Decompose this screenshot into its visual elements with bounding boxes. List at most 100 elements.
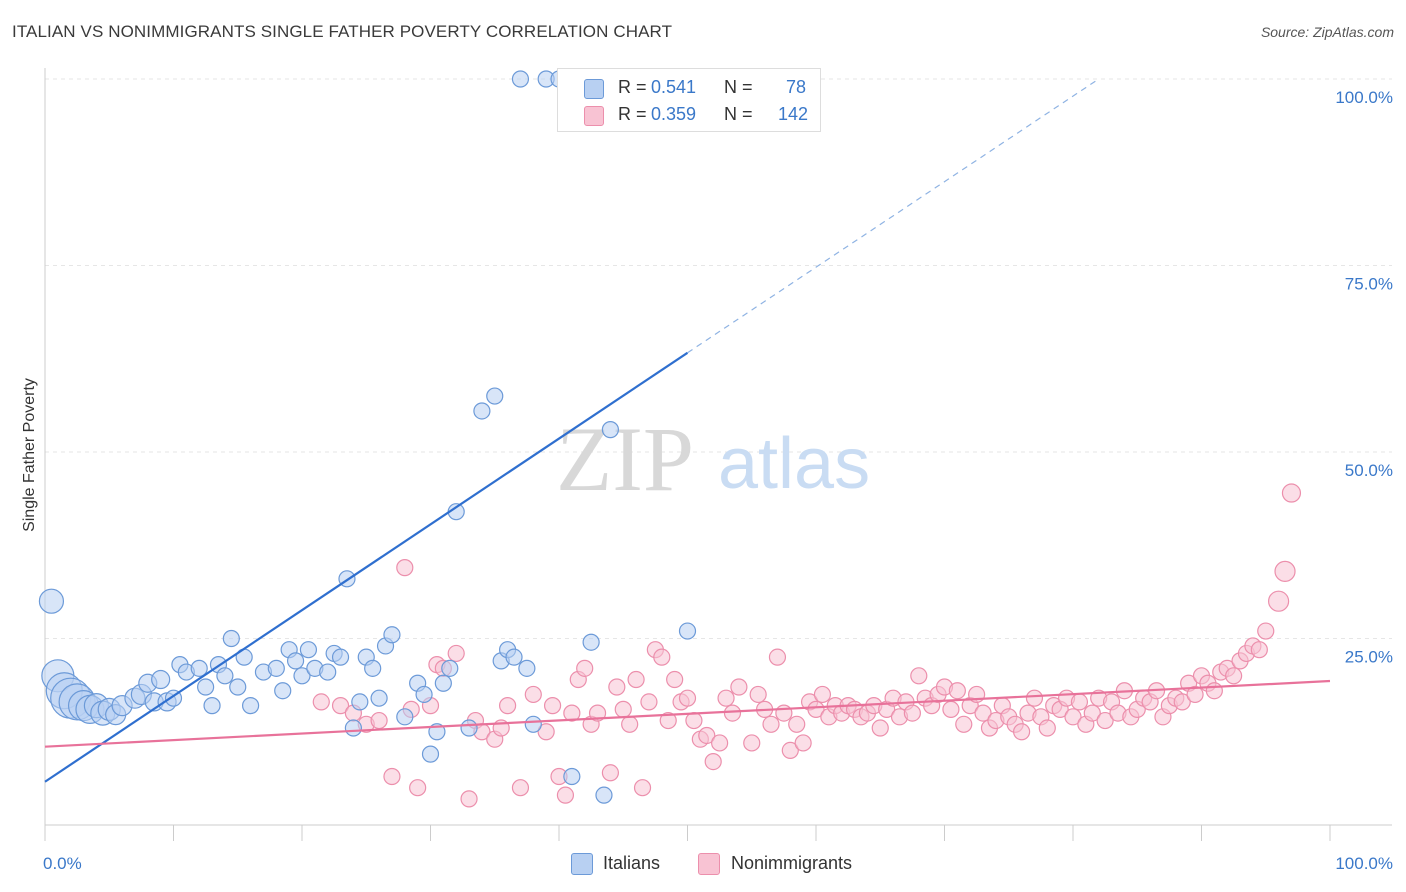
italians-point — [505, 648, 523, 666]
nonimmigrants-point — [633, 779, 652, 797]
italians-point — [190, 659, 208, 677]
nonimmigrants-point — [312, 693, 330, 711]
nonimmigrants-point — [499, 697, 517, 715]
nonimmigrants-point — [749, 685, 767, 704]
nonimmigrants-point — [653, 648, 671, 666]
y-tick-label: 25.0% — [1345, 648, 1393, 667]
y-tick-label: 100.0% — [1335, 88, 1393, 107]
italians-point — [222, 629, 240, 648]
italians-point — [486, 387, 504, 405]
nonimmigrants-trend-line — [44, 679, 1331, 748]
nonimmigrants-point — [1281, 483, 1302, 503]
italians-point — [299, 641, 318, 659]
nonimmigrants-point — [781, 741, 799, 760]
italians-point — [229, 678, 247, 696]
nonimmigrants-point — [608, 678, 626, 696]
legend-swatch-italians — [584, 79, 604, 99]
nonimmigrants-point — [1257, 622, 1275, 640]
nonimmigrants-point — [524, 685, 542, 704]
nonimmigrants-point — [370, 711, 388, 730]
nonimmigrants-point — [614, 700, 632, 718]
legend-r-label: R = — [618, 77, 647, 97]
italians-point — [267, 659, 285, 677]
italians-point — [595, 786, 613, 804]
legend-r-value: 0.359 — [651, 104, 697, 124]
nonimmigrants-point — [409, 779, 427, 797]
nonimmigrants-point — [730, 678, 748, 696]
nonimmigrants-point — [659, 711, 677, 730]
nonimmigrants-points — [312, 483, 1302, 808]
legend-r-value: 0.541 — [651, 77, 697, 97]
italians-point — [601, 421, 620, 439]
nonimmigrants-point — [1267, 590, 1290, 612]
italians-point — [434, 674, 452, 692]
nonimmigrants-point — [383, 767, 401, 786]
nonimmigrants-point — [1186, 685, 1204, 704]
nonimmigrants-point — [871, 719, 889, 737]
italians-point — [441, 659, 459, 677]
nonimmigrants-point — [331, 697, 350, 715]
tick-labels: 25.0% 50.0% 75.0% 100.0% 0.0% 100.0% — [43, 88, 1393, 873]
italians-point — [678, 622, 697, 640]
chart-title: ITALIAN VS NONIMMIGRANTS SINGLE FATHER P… — [12, 22, 673, 41]
nonimmigrants-point — [955, 715, 973, 733]
nonimmigrants-point — [1205, 682, 1223, 700]
nonimmigrants-point — [903, 704, 921, 722]
italians-point — [274, 682, 292, 700]
nonimmigrants-point — [1173, 693, 1191, 711]
nonimmigrants-point — [1083, 704, 1101, 722]
watermark-zip: ZIP — [556, 408, 694, 510]
nonimmigrants-point — [794, 734, 812, 752]
nonimmigrants-point — [942, 700, 960, 718]
legend: R = 0.541 N = 78 R = 0.359 N = 142 — [557, 68, 821, 132]
nonimmigrants-point — [537, 723, 555, 741]
italians-point — [364, 659, 382, 677]
nonimmigrants-point — [563, 704, 581, 722]
nonimmigrants-point — [640, 693, 658, 711]
italians-point — [511, 70, 530, 88]
nonimmigrants-point — [543, 697, 562, 715]
italians-point — [383, 626, 401, 644]
nonimmigrants-point — [588, 704, 607, 722]
nonimmigrants-point — [576, 659, 594, 677]
nonimmigrants-point — [974, 704, 992, 722]
bottom-legend-swatch-nonimmigrants — [698, 853, 720, 875]
nonimmigrants-point — [698, 726, 716, 745]
nonimmigrants-point — [447, 644, 465, 663]
nonimmigrants-point — [685, 711, 703, 730]
nonimmigrants-point — [704, 752, 722, 771]
nonimmigrants-point — [788, 715, 806, 733]
nonimmigrants-point — [460, 790, 478, 808]
legend-r-label: R = — [618, 104, 647, 124]
nonimmigrants-point — [621, 715, 639, 733]
italians-point — [582, 633, 600, 651]
nonimmigrants-point — [1250, 641, 1268, 659]
italians-point — [331, 648, 350, 666]
italians-point — [563, 767, 581, 786]
nonimmigrants-point — [601, 764, 620, 782]
nonimmigrants-point — [666, 670, 684, 689]
nonimmigrants-point — [678, 689, 697, 707]
nonimmigrants-point — [743, 734, 761, 752]
italians-point — [524, 715, 542, 733]
italians-point — [460, 719, 478, 737]
watermark-atlas: atlas — [718, 424, 870, 504]
nonimmigrants-point — [556, 786, 575, 804]
nonimmigrants-point — [1012, 723, 1031, 741]
italians-point — [396, 708, 414, 726]
nonimmigrants-point — [910, 667, 928, 685]
source-label: Source: ZipAtlas.com — [1260, 24, 1394, 40]
nonimmigrants-point — [717, 689, 735, 707]
legend-n-label: N = — [724, 104, 753, 124]
italians-point — [38, 588, 65, 614]
italians-point — [421, 745, 440, 763]
y-tick-label: 75.0% — [1345, 275, 1393, 294]
nonimmigrants-point — [948, 682, 966, 700]
nonimmigrants-point — [813, 685, 832, 704]
bottom-legend-swatch-italians — [571, 853, 593, 875]
italians-trend-extension — [687, 78, 1100, 354]
italians-point — [242, 697, 260, 715]
legend-n-label: N = — [724, 77, 753, 97]
axes — [44, 68, 1392, 841]
italians-point — [415, 685, 433, 704]
